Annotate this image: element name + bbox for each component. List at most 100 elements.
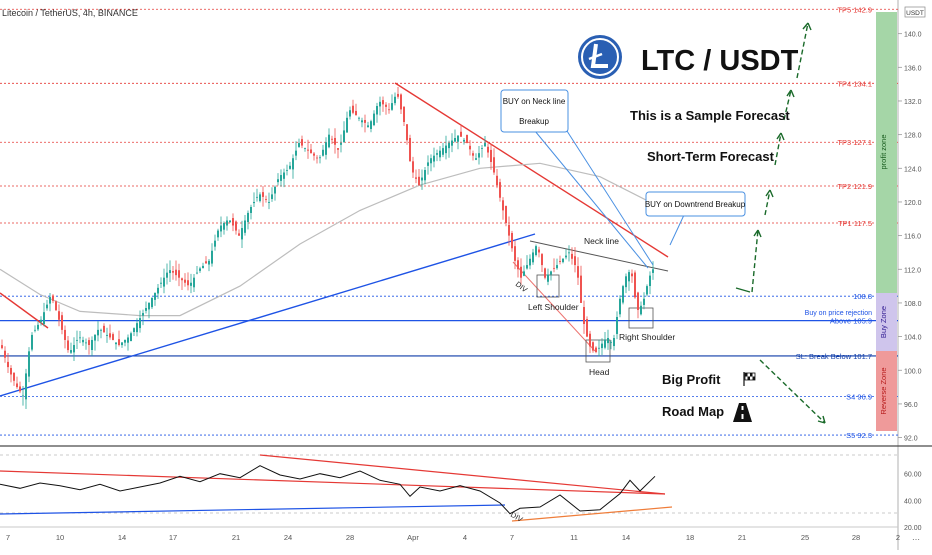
candle-body xyxy=(589,333,591,347)
candle-body xyxy=(319,157,321,159)
candle-body xyxy=(334,137,336,145)
candle-body xyxy=(382,100,384,105)
candle-body xyxy=(637,292,639,310)
candle-body xyxy=(52,295,54,301)
candle xyxy=(586,316,588,338)
checkered-flag-icon xyxy=(743,372,756,386)
road-map-text: Road Map xyxy=(662,404,724,419)
candle-body xyxy=(409,137,411,162)
candle xyxy=(367,121,369,128)
candle xyxy=(124,339,126,347)
candle-body xyxy=(427,162,429,166)
support-trendline xyxy=(0,233,536,397)
candle xyxy=(631,269,633,283)
candle-body xyxy=(250,207,252,213)
candle xyxy=(79,330,81,344)
candle xyxy=(208,259,210,272)
candle-body xyxy=(298,143,300,147)
candle xyxy=(4,346,6,363)
candle xyxy=(160,277,162,288)
candle-body xyxy=(112,334,114,340)
candle xyxy=(484,135,486,147)
candle xyxy=(52,294,54,304)
candle xyxy=(466,134,468,144)
candle xyxy=(505,205,507,227)
candle-body xyxy=(61,315,63,330)
page-title: LTC / USDT xyxy=(641,45,799,77)
candle xyxy=(349,106,351,120)
candle-body xyxy=(406,124,408,141)
candle xyxy=(229,220,231,223)
candle-body xyxy=(178,270,180,278)
candle-body xyxy=(517,260,519,270)
time-tick-label: 14 xyxy=(118,533,126,542)
candle-body xyxy=(232,218,234,226)
levels-layer: TP5 142.9 TP4 134.1 TP3 127.1 TP2 121.9 TP1 … xyxy=(0,5,898,440)
candle-body xyxy=(340,143,342,145)
candle-body xyxy=(286,169,288,171)
callout-buy-neck-line1: BUY on Neck line xyxy=(503,97,566,106)
candle-body xyxy=(67,340,69,351)
candle-body xyxy=(289,165,291,169)
candle-body xyxy=(580,275,582,303)
candle xyxy=(337,148,339,159)
candle xyxy=(445,135,447,160)
candle xyxy=(274,185,276,201)
time-tick-label: 7 xyxy=(6,533,10,542)
candle xyxy=(211,243,213,267)
candle xyxy=(604,332,606,350)
candle xyxy=(490,144,492,170)
candle-body xyxy=(274,186,276,194)
candle xyxy=(496,168,498,189)
candle xyxy=(601,338,603,355)
candle xyxy=(295,141,297,161)
candle-body xyxy=(262,192,264,197)
candle-body xyxy=(442,148,444,155)
candle-body xyxy=(487,146,489,153)
reverse-zone: Reverse Zone xyxy=(876,351,897,431)
candle-body xyxy=(244,220,246,233)
candle-body xyxy=(22,395,24,397)
chart-settings-icon[interactable]: ⋯ xyxy=(903,532,929,546)
candle-body xyxy=(385,104,387,107)
rsi-line xyxy=(0,465,656,515)
candle-body xyxy=(292,158,294,170)
candle xyxy=(310,144,312,154)
candle-body xyxy=(469,145,471,150)
candle xyxy=(202,262,204,269)
moving-average-line xyxy=(0,162,681,317)
candle-body xyxy=(388,109,390,111)
candle xyxy=(475,153,477,161)
price-axis: 92.0 96.0 100.0 104.0 108.0 112.0 116.0 120.0 12… xyxy=(898,32,922,443)
candle xyxy=(388,103,390,114)
candle-body xyxy=(4,350,6,358)
level-label: 108.8 xyxy=(853,292,872,301)
candle-body xyxy=(547,274,549,282)
short-term-forecast-text: Short-Term Forecast xyxy=(647,149,775,164)
candle xyxy=(283,168,285,188)
candle-body xyxy=(538,249,540,253)
candle xyxy=(523,265,525,277)
candle xyxy=(448,140,450,158)
candle xyxy=(34,325,36,333)
candle xyxy=(562,258,564,264)
candle xyxy=(571,247,573,265)
candle xyxy=(559,255,561,265)
big-profit-text: Big Profit xyxy=(662,372,721,387)
candle xyxy=(55,300,57,311)
candle xyxy=(547,268,549,286)
candles-layer xyxy=(1,86,654,409)
candle-body xyxy=(163,277,165,287)
candle xyxy=(313,151,315,161)
candle-body xyxy=(496,175,498,186)
candle-body xyxy=(211,250,213,264)
candle-body xyxy=(373,113,375,126)
candle xyxy=(640,301,642,316)
candle xyxy=(385,102,387,115)
candle xyxy=(541,253,543,273)
candle-body xyxy=(280,175,282,181)
candle-body xyxy=(583,307,585,324)
candle xyxy=(61,311,63,335)
candle xyxy=(178,263,180,287)
